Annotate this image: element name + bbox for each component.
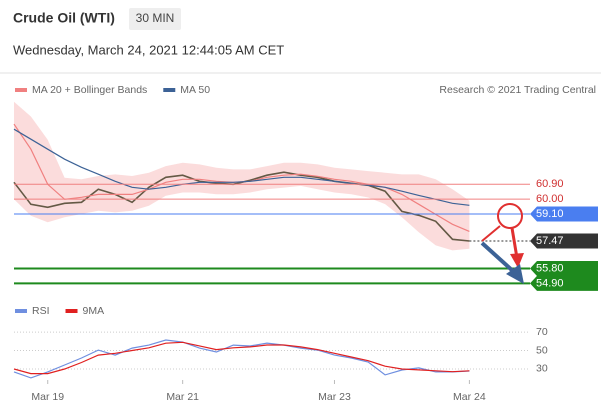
chart-title: Crude Oil (WTI)	[13, 10, 115, 26]
legend-label: MA 50	[180, 84, 210, 96]
annotation-arrowhead	[510, 253, 524, 268]
price-panel: MA 20 + Bollinger Bands MA 50 60.90 60.00 59…	[13, 84, 598, 291]
annotation-arrowhead	[506, 264, 524, 284]
legend-swatch	[15, 88, 27, 92]
credit: Research © 2021 Trading Central	[439, 84, 596, 96]
legend-swatch	[15, 309, 27, 313]
level-label: 54.90	[536, 277, 564, 289]
bollinger-band	[14, 101, 470, 251]
legend-label: RSI	[32, 305, 50, 317]
rsi-panel: RSI 9MA 30 50 70 Mar 19 Mar 21 Mar 23 Mar 24	[13, 305, 548, 403]
level-badge	[530, 275, 598, 291]
y-tick-label: 70	[536, 326, 548, 338]
x-tick-label: Mar 19	[31, 391, 64, 403]
level-label: 55.80	[536, 262, 564, 274]
level-label: 57.47	[536, 235, 564, 247]
annotation-arrow	[481, 225, 501, 242]
series-line	[13, 339, 470, 379]
interval: 30 MIN	[136, 11, 175, 25]
legend-label: 9MA	[83, 305, 105, 317]
level-badge	[530, 233, 598, 249]
y-tick-label: 50	[536, 344, 548, 356]
legend-swatch	[65, 309, 78, 313]
x-tick-label: Mar 21	[166, 391, 199, 403]
annotation-arrow	[510, 227, 519, 259]
annotation-arrow	[480, 241, 516, 274]
series-line	[13, 341, 470, 375]
series-line	[13, 128, 470, 206]
level-label: 59.10	[536, 208, 564, 220]
level-badge	[530, 261, 598, 277]
y-tick-label: 30	[536, 363, 548, 375]
x-tick-label: Mar 23	[318, 391, 351, 403]
annotation-circle	[497, 203, 523, 229]
legend-label: MA 20 + Bollinger Bands	[32, 84, 147, 96]
level-label: 60.90	[536, 178, 564, 190]
subtitle: Wednesday, March 24, 2021 12:44:05 AM CE…	[13, 42, 284, 57]
level-label: 60.00	[536, 193, 564, 205]
interval-badge	[129, 8, 181, 30]
x-tick-label: Mar 24	[453, 391, 486, 403]
legend-swatch	[163, 88, 176, 92]
level-badge	[530, 206, 598, 222]
